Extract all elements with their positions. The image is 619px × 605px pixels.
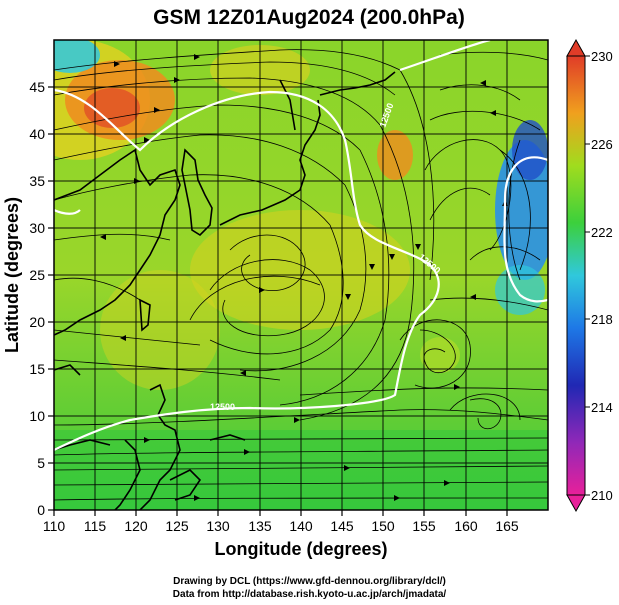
y-tick-labels: 0 5 10 15 20 25 30 35 40 45 — [29, 79, 45, 518]
x-axis-title: Longitude (degrees) — [214, 539, 387, 559]
x-axis — [53, 510, 508, 516]
x-tick-label: 120 — [124, 518, 148, 534]
colorbar-label: 214 — [591, 400, 613, 415]
x-tick-labels: 110 115 120 125 130 135 140 145 150 155 … — [43, 518, 519, 534]
wind-streamlines — [54, 49, 548, 501]
y-axis-title: Latitude (degrees) — [2, 197, 22, 353]
x-tick-label: 125 — [165, 518, 189, 534]
contour-lines — [54, 40, 548, 451]
colorbar-label: 230 — [591, 49, 613, 64]
x-tick-label: 140 — [289, 518, 313, 534]
colorbar: 230 226 222 218 214 210 — [566, 38, 613, 513]
colorbar-label: 222 — [591, 225, 613, 240]
colorbar-label: 226 — [591, 137, 613, 152]
x-tick-label: 135 — [248, 518, 272, 534]
coastlines — [54, 71, 396, 510]
colorbar-max-arrow — [566, 38, 586, 57]
x-tick-label: 155 — [412, 518, 436, 534]
y-tick-label: 40 — [29, 126, 45, 142]
chart-title: GSM 12Z01Aug2024 (200.0hPa) — [153, 6, 465, 29]
x-tick-label: 165 — [495, 518, 519, 534]
y-tick-label: 45 — [29, 79, 45, 95]
plot-area: 12500 12500 12500 — [53, 39, 549, 511]
x-tick-label: 150 — [371, 518, 395, 534]
credit-line-dcl: Drawing by DCL (https://www.gfd-dennou.o… — [173, 576, 446, 587]
colorbar-min-arrow — [566, 494, 586, 513]
colorbar-label: 218 — [591, 312, 613, 327]
credit-line-data: Data from http://database.rish.kyoto-u.a… — [172, 589, 447, 600]
y-tick-label: 0 — [37, 502, 45, 518]
x-tick-label: 130 — [206, 518, 230, 534]
y-tick-label: 15 — [29, 361, 45, 377]
colorbar-label: 210 — [591, 488, 613, 503]
y-tick-label: 20 — [29, 314, 45, 330]
y-tick-label: 5 — [37, 455, 45, 471]
y-tick-label: 30 — [29, 220, 45, 236]
wind-arrowheads — [100, 54, 508, 501]
x-tick-label: 115 — [84, 518, 107, 534]
y-tick-label: 35 — [29, 173, 45, 189]
contour-label: 12500 — [210, 402, 235, 412]
x-tick-label: 145 — [330, 518, 354, 534]
y-tick-label: 10 — [29, 408, 45, 424]
x-tick-label: 160 — [454, 518, 478, 534]
x-tick-label: 110 — [43, 518, 66, 534]
grid-lines — [54, 40, 548, 510]
y-tick-label: 25 — [29, 267, 45, 283]
y-axis — [48, 86, 54, 511]
